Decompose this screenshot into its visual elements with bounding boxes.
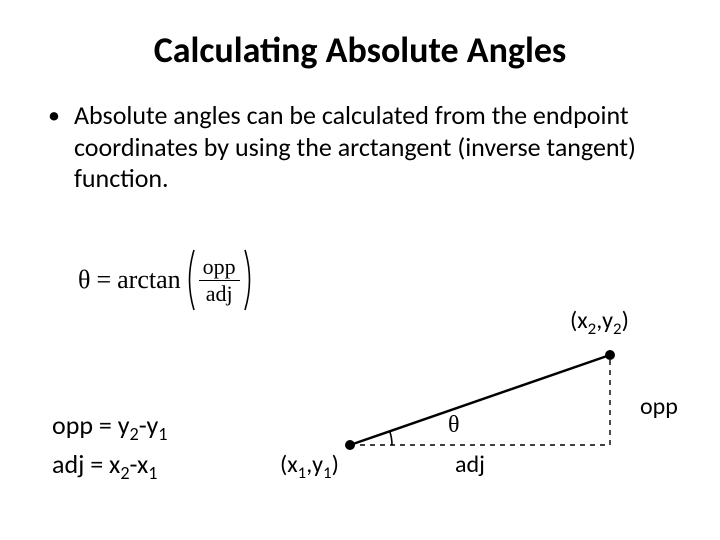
def-opp: opp = y2-y1: [52, 408, 167, 447]
bullet-text: Absolute angles can be calculated from t…: [74, 100, 680, 195]
def-opp-pre: opp = y: [52, 409, 130, 441]
opp-label: opp: [640, 392, 678, 421]
def-opp-mid: -y: [139, 409, 158, 441]
def-opp-s1: 2: [130, 423, 139, 445]
definitions: opp = y2-y1 adj = x2-x1: [52, 408, 167, 486]
fraction-numerator: opp: [199, 254, 240, 280]
right-paren-icon: [242, 248, 256, 312]
formula-equals: =: [96, 265, 111, 295]
fraction-denominator: adj: [202, 281, 237, 307]
left-paren-icon: [183, 248, 197, 312]
bullet-marker: •: [48, 100, 60, 132]
bullet-item: • Absolute angles can be calculated from…: [48, 100, 680, 195]
def-adj: adj = x2-x1: [52, 447, 167, 486]
def-opp-s2: 1: [158, 423, 167, 445]
def-adj-mid: -x: [130, 448, 149, 480]
arctan-formula: θ = arctan opp adj: [78, 248, 256, 312]
triangle-diagram: (x2,y2) (x1,y1) θ adj opp: [300, 300, 700, 520]
adj-label: adj: [455, 450, 485, 479]
formula-arctan: arctan: [117, 265, 181, 295]
def-adj-pre: adj = x: [52, 448, 120, 480]
def-adj-s2: 1: [148, 462, 157, 484]
formula-fraction: opp adj: [199, 254, 240, 307]
def-adj-s1: 2: [120, 462, 129, 484]
theta-label: θ: [448, 412, 460, 439]
point1-label: (x1,y1): [280, 450, 339, 483]
formula-paren-group: opp adj: [183, 248, 256, 312]
slide-title: Calculating Absolute Angles: [40, 28, 680, 72]
point2-label: (x2,y2): [570, 306, 629, 339]
slide-root: Calculating Absolute Angles • Absolute a…: [0, 0, 720, 540]
formula-theta: θ: [78, 265, 90, 295]
